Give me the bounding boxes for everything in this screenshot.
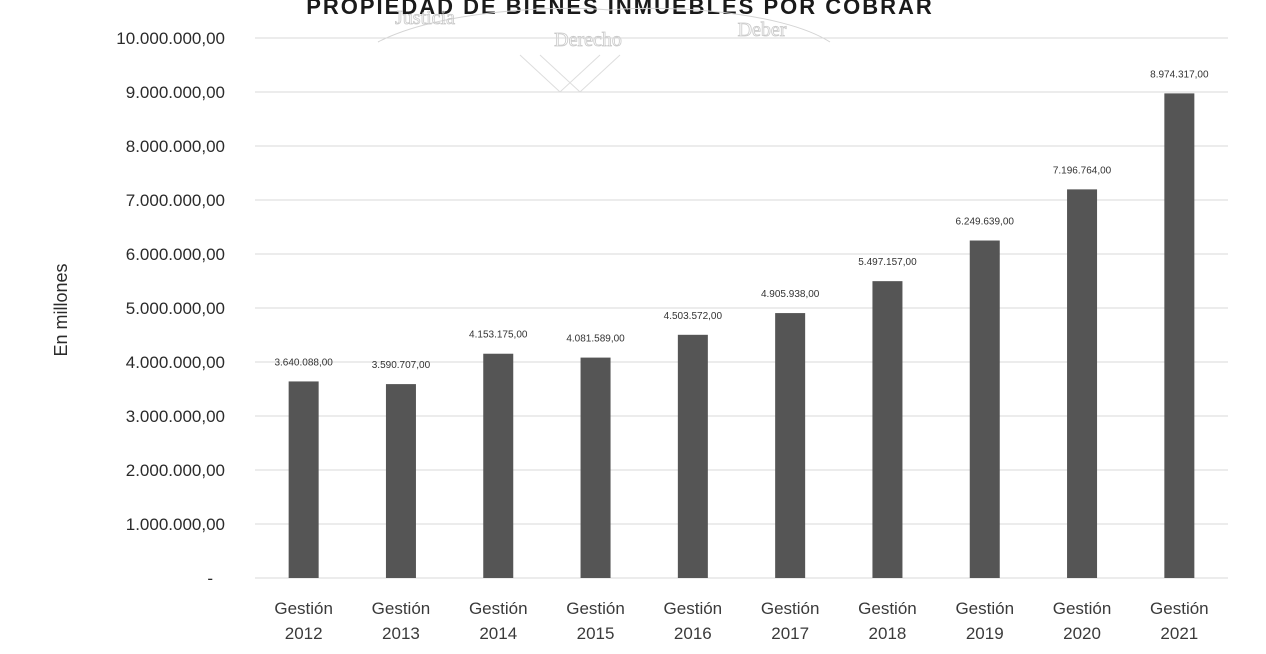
x-tick-label-line: Gestión bbox=[372, 599, 431, 618]
bar bbox=[1164, 93, 1195, 579]
y-axis-label: En millones bbox=[51, 263, 71, 356]
y-tick-label: 8.000.000,00 bbox=[126, 137, 225, 156]
x-tick-label: Gestión 2016 bbox=[664, 599, 723, 643]
watermark-banner-top bbox=[377, 7, 831, 43]
data-label: 3.590.707,00 bbox=[372, 360, 431, 371]
data-labels: 3.640.088,00 3.590.707,00 4.153.175,00 4.08… bbox=[274, 69, 1209, 371]
y-tick-label: 2.000.000,00 bbox=[126, 461, 225, 480]
x-tick-label: Gestión 2012 bbox=[274, 599, 333, 643]
bar bbox=[385, 384, 416, 578]
x-tick-label: Gestión 2021 bbox=[1150, 599, 1209, 643]
bars bbox=[288, 93, 1195, 579]
watermark-word-justicia: Justicia bbox=[395, 7, 455, 29]
x-tick-label-line: Gestión bbox=[1053, 599, 1112, 618]
bar bbox=[872, 281, 903, 578]
bar bbox=[580, 357, 611, 578]
x-tick-label-line: 2018 bbox=[869, 624, 907, 643]
data-label: 7.196.764,00 bbox=[1053, 165, 1112, 176]
x-tick-label-line: 2015 bbox=[577, 624, 615, 643]
data-label: 4.503.572,00 bbox=[664, 311, 723, 322]
x-tick-label: Gestión 2018 bbox=[858, 599, 917, 643]
gridlines bbox=[255, 37, 1228, 579]
y-tick-label: 3.000.000,00 bbox=[126, 407, 225, 426]
x-tick-label: Gestión 2020 bbox=[1053, 599, 1112, 643]
x-tick-label: Gestión 2014 bbox=[469, 599, 528, 643]
y-tick-label: 1.000.000,00 bbox=[126, 515, 225, 534]
data-label: 4.081.589,00 bbox=[566, 334, 625, 345]
x-tick-label-line: 2016 bbox=[674, 624, 712, 643]
watermark-logo: Justicia Derecho Deber bbox=[377, 7, 831, 93]
x-tick-label-line: 2020 bbox=[1063, 624, 1101, 643]
x-tick-label-line: 2014 bbox=[479, 624, 517, 643]
x-tick-label-line: 2017 bbox=[771, 624, 809, 643]
x-tick-label-line: 2019 bbox=[966, 624, 1004, 643]
y-tick-label: - bbox=[207, 569, 213, 588]
data-label: 4.905.938,00 bbox=[761, 289, 820, 300]
x-tick-label: Gestión 2015 bbox=[566, 599, 625, 643]
x-tick-label: Gestión 2013 bbox=[372, 599, 431, 643]
bar bbox=[1067, 189, 1098, 578]
data-label: 8.974.317,00 bbox=[1150, 69, 1209, 80]
x-tick-label-line: 2013 bbox=[382, 624, 420, 643]
y-tick-label: 7.000.000,00 bbox=[126, 191, 225, 210]
data-label: 3.640.088,00 bbox=[274, 357, 333, 368]
data-label: 4.153.175,00 bbox=[469, 330, 528, 341]
y-tick-label: 10.000.000,00 bbox=[116, 29, 225, 48]
y-tick-label: 5.000.000,00 bbox=[126, 299, 225, 318]
bar bbox=[969, 240, 1000, 578]
y-axis-tick-labels: - 1.000.000,00 2.000.000,00 3.000.000,00 4.0… bbox=[116, 29, 225, 588]
y-tick-label: 4.000.000,00 bbox=[126, 353, 225, 372]
x-tick-label-line: 2012 bbox=[285, 624, 323, 643]
x-tick-label-line: Gestión bbox=[955, 599, 1014, 618]
x-tick-label-line: Gestión bbox=[274, 599, 333, 618]
x-tick-label: Gestión 2019 bbox=[955, 599, 1014, 643]
x-tick-label: Gestión 2017 bbox=[761, 599, 820, 643]
watermark-word-deber: Deber bbox=[738, 19, 787, 41]
data-label: 5.497.157,00 bbox=[858, 257, 917, 268]
bar bbox=[775, 313, 806, 578]
x-tick-label-line: Gestión bbox=[566, 599, 625, 618]
bar bbox=[288, 381, 319, 578]
bar bbox=[483, 353, 514, 578]
y-tick-label: 6.000.000,00 bbox=[126, 245, 225, 264]
x-tick-label-line: Gestión bbox=[1150, 599, 1209, 618]
y-tick-label: 9.000.000,00 bbox=[126, 83, 225, 102]
x-tick-label-line: Gestión bbox=[469, 599, 528, 618]
watermark-word-derecho: Derecho bbox=[554, 29, 622, 51]
data-label: 6.249.639,00 bbox=[956, 217, 1015, 228]
x-tick-label-line: Gestión bbox=[761, 599, 820, 618]
x-tick-label-line: Gestión bbox=[664, 599, 723, 618]
x-tick-label-line: Gestión bbox=[858, 599, 917, 618]
x-tick-label-line: 2021 bbox=[1160, 624, 1198, 643]
bar bbox=[677, 334, 708, 578]
